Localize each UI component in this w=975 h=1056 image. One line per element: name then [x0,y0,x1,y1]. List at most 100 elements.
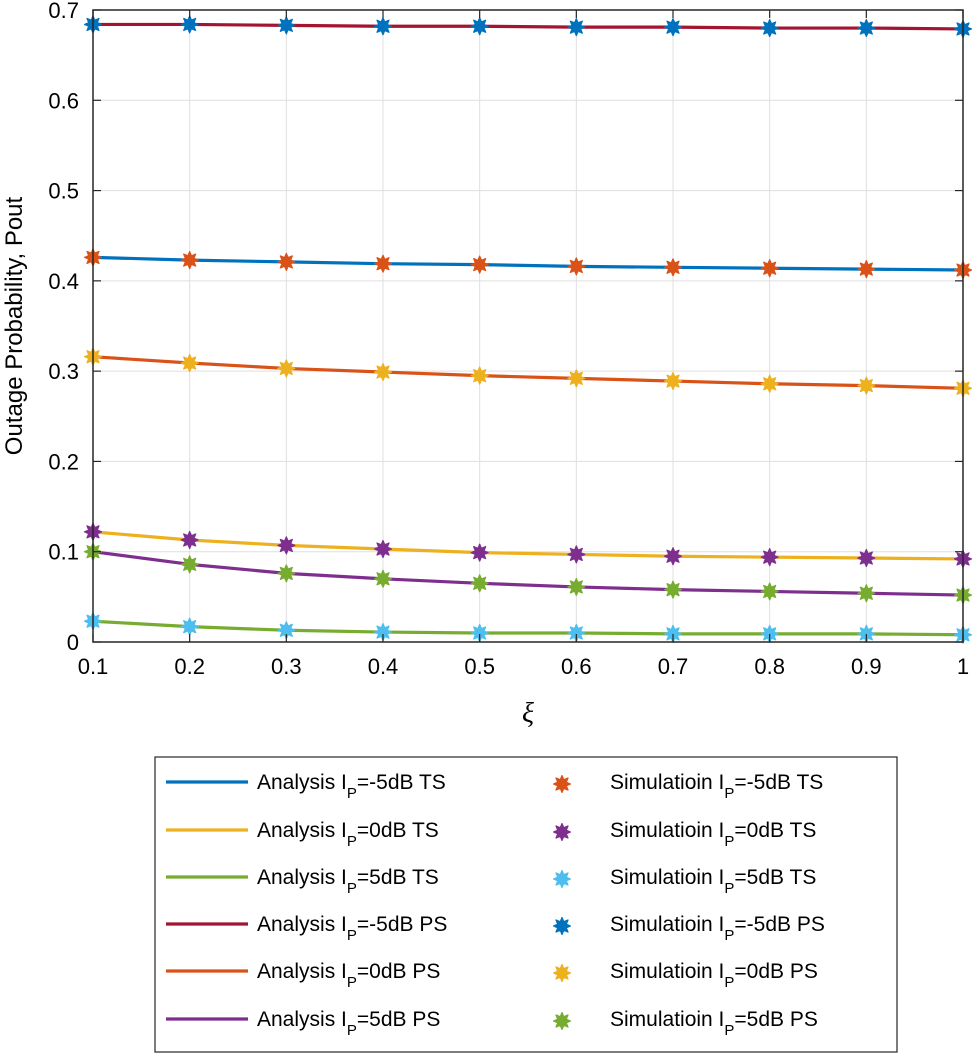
data-point-sim-m5-ps [760,18,779,38]
data-point-sim-m5-ts [277,252,296,271]
data-point-sim-5-ps [663,580,683,599]
legend-entry-sim-m5-ps: Simulatioin IP=-5dB PS [552,913,825,944]
y-axis-label: Outage Probability, Pout [1,196,28,455]
series-line-ana-0-ts [91,530,965,561]
legend-label-ana-5-ts: Analysis IP=5dB TS [257,866,439,897]
data-point-sim-m5-ps [663,18,683,37]
legend-swatch-sim-0-ps [552,963,572,983]
y-tick-label: 0.6 [48,88,79,113]
data-point-sim-5-ps [760,582,779,601]
series-line-ana-m5-ps [91,22,965,31]
data-point-sim-m5-ts [567,257,586,276]
series-markers-sim-0-ts [83,522,973,569]
legend-box [154,756,898,1053]
series-markers-sim-0-ps [83,347,973,398]
legend-entry-ana-5-ts: Analysis IP=5dB TS [166,866,439,897]
data-point-sim-0-ps [857,376,876,395]
x-tick-label: 0.8 [754,654,785,679]
y-tick-label: 0.2 [48,449,79,474]
data-point-sim-0-ts [857,548,876,568]
legend-items: Analysis IP=-5dB TS Analysis IP=0dB TS Ana… [166,771,825,1039]
data-point-sim-0-ps [373,362,393,382]
series-line-ana-5-ts [91,619,965,637]
data-point-sim-0-ts [373,539,393,559]
legend-entry-sim-5-ts: Simulatioin IP=5dB TS [552,866,816,897]
series-markers-sim-5-ps [83,542,973,605]
data-point-sim-0-ps [760,374,779,393]
data-point-sim-5-ps [567,577,586,597]
data-point-sim-0-ts [567,545,586,564]
legend-label-ana-m5-ts: Analysis IP=-5dB TS [257,771,446,802]
data-point-sim-5-ps [277,564,296,583]
y-tick-label: 0 [67,630,79,655]
grid-layer [93,10,963,642]
legend-swatch-sim-m5-ps [552,916,572,936]
data-point-sim-5-ps [470,574,489,593]
legend-swatch-sim-5-ps [552,1011,572,1031]
y-tick-label: 0.1 [48,540,79,565]
series-markers-sim-m5-ts [83,248,973,280]
series-line-ana-0-ps [91,355,965,390]
x-tick-label: 1 [957,654,969,679]
data-point-sim-5-ps [180,555,199,574]
legend-entry-ana-m5-ps: Analysis IP=-5dB PS [166,913,447,944]
data-point-sim-m5-ts [760,259,779,278]
legend-label-ana-m5-ps: Analysis IP=-5dB PS [257,913,447,944]
y-tick-label: 0.3 [48,359,79,384]
data-point-sim-5-ts [180,617,199,636]
series-line-ana-5-ps [91,550,965,597]
x-tick-label: 0.3 [271,654,302,679]
data-point-sim-5-ps [857,584,876,603]
data-point-sim-0-ts [470,543,489,562]
x-tick-label: 0.1 [78,654,109,679]
series-layer [83,15,973,644]
legend-entry-ana-0-ts: Analysis IP=0dB TS [166,819,439,850]
y-tick-label: 0.5 [48,179,79,204]
legend-entry-ana-0-ps: Analysis IP=0dB PS [166,960,440,991]
legend-entry-sim-0-ps: Simulatioin IP=0dB PS [552,960,818,991]
legend-label-sim-5-ts: Simulatioin IP=5dB TS [610,866,816,897]
legend-label-sim-0-ts: Simulatioin IP=0dB TS [610,819,816,850]
series-markers-sim-m5-ps [83,15,973,39]
x-tick-label: 0.7 [658,654,689,679]
series-line-ana-m5-ts [91,255,965,272]
legend-entry-sim-m5-ts: Simulatioin IP=-5dB TS [552,771,823,802]
data-point-sim-m5-ps [180,15,199,34]
data-point-sim-m5-ps [373,17,393,36]
tick-layer: 0.1 0.2 0.3 0.4 0.5 0.6 0.7 0.8 0.9 100.10.20.30.… [48,0,969,679]
data-point-sim-m5-ps [857,18,876,38]
y-tick-label: 0.7 [48,0,79,23]
data-point-sim-m5-ps [470,17,489,36]
plot-frame [92,9,964,643]
legend-label-ana-0-ps: Analysis IP=0dB PS [257,960,440,991]
x-tick-label: 0.6 [561,654,592,679]
data-point-sim-m5-ts [180,250,199,270]
data-point-sim-m5-ps [567,18,586,37]
data-point-sim-5-ps [373,569,393,588]
legend-swatch-sim-m5-ts [552,774,572,794]
legend-label-ana-0-ts: Analysis IP=0dB TS [257,819,439,850]
data-point-sim-0-ps [663,371,683,391]
x-axis-label: ξ [522,698,534,729]
data-point-sim-0-ps [567,369,586,388]
legend-label-sim-0-ps: Simulatioin IP=0dB PS [610,960,818,991]
data-point-sim-m5-ts [373,254,393,273]
data-point-sim-0-ts [277,536,296,555]
x-tick-label: 0.4 [368,654,399,679]
y-tick-label: 0.4 [48,269,79,294]
x-tick-label: 0.9 [851,654,882,679]
legend: Analysis IP=-5dB TS Analysis IP=0dB TS Ana… [154,756,898,1053]
data-point-sim-0-ts [760,548,779,567]
data-point-sim-m5-ps [277,16,296,35]
x-tick-label: 0.2 [174,654,205,679]
legend-label-sim-m5-ps: Simulatioin IP=-5dB PS [610,913,825,944]
legend-swatch-sim-5-ts [552,869,572,889]
data-point-sim-0-ps [277,359,296,378]
data-point-sim-0-ps [470,366,489,385]
legend-entry-sim-0-ts: Simulatioin IP=0dB TS [552,819,816,850]
legend-label-ana-5-ps: Analysis IP=5dB PS [257,1008,440,1039]
legend-entry-sim-5-ps: Simulatioin IP=5dB PS [552,1008,818,1039]
data-point-sim-0-ts [663,547,683,566]
x-tick-label: 0.5 [464,654,495,679]
